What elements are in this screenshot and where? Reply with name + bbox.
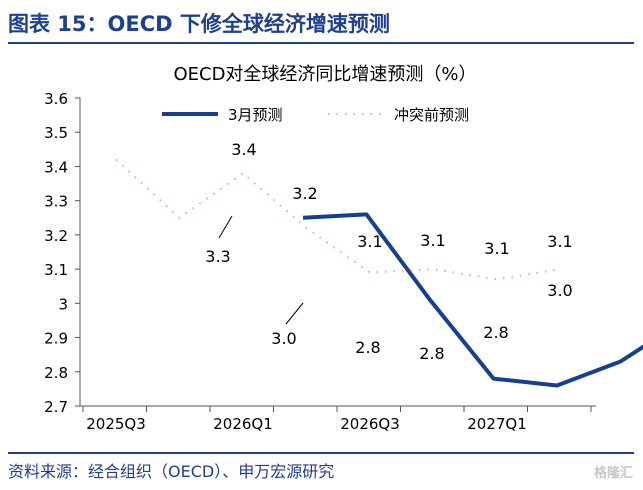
data-label-forecast: 3.0 <box>547 281 572 300</box>
title-divider <box>8 42 634 44</box>
data-label-forecast: 3.0 <box>271 329 296 348</box>
legend-label-forecast: 3月预测 <box>228 106 283 124</box>
y-tick-label: 2.9 <box>44 330 68 348</box>
series-line-prior <box>115 158 561 281</box>
data-label-forecast: 3.3 <box>205 247 230 266</box>
series-line-forecast <box>302 212 643 388</box>
x-tick-label: 2025Q3 <box>86 415 146 433</box>
y-tick-label: 2.7 <box>44 398 68 416</box>
x-tick-label: 2026Q3 <box>340 415 400 433</box>
data-label-forecast: 2.8 <box>355 338 380 357</box>
x-tick-label: 2027Q1 <box>467 415 527 433</box>
data-label-prior: 3.1 <box>357 232 382 251</box>
leader-line <box>285 302 304 325</box>
watermark: 格隆汇 <box>593 466 633 481</box>
y-tick-label: 2.8 <box>44 364 68 382</box>
source-divider <box>8 452 634 454</box>
y-tick-label: 3.3 <box>44 193 68 211</box>
data-label-prior: 3.1 <box>547 232 572 251</box>
leader-line <box>218 215 233 239</box>
chart-title: OECD对全球经济同比增速预测（%） <box>173 64 476 85</box>
y-tick-label: 3 <box>58 295 68 313</box>
data-label-prior: 3.4 <box>231 140 256 159</box>
y-tick-label: 3.2 <box>44 227 68 245</box>
data-label-prior: 3.1 <box>484 239 509 258</box>
data-label-prior: 3.2 <box>292 184 317 203</box>
page-title: 图表 15：OECD 下修全球经济增速预测 <box>8 12 390 36</box>
y-tick-label: 3.4 <box>44 158 68 176</box>
data-label-forecast: 2.8 <box>483 323 508 342</box>
x-tick-label: 2026Q1 <box>213 415 273 433</box>
data-label-forecast: 2.8 <box>419 344 444 363</box>
data-label-prior: 3.1 <box>420 231 445 250</box>
y-tick-label: 3.1 <box>44 261 68 279</box>
source-note: 资料来源：经合组织（OECD）、申万宏源研究 <box>8 462 335 481</box>
chart: OECD对全球经济同比增速预测（%） 3月预测 冲突前预测 2.7 2.8 2.9 3… <box>44 64 643 433</box>
legend-label-prior: 冲突前预测 <box>394 106 469 124</box>
y-tick-label: 3.6 <box>44 90 68 108</box>
y-tick-label: 3.5 <box>44 124 68 142</box>
